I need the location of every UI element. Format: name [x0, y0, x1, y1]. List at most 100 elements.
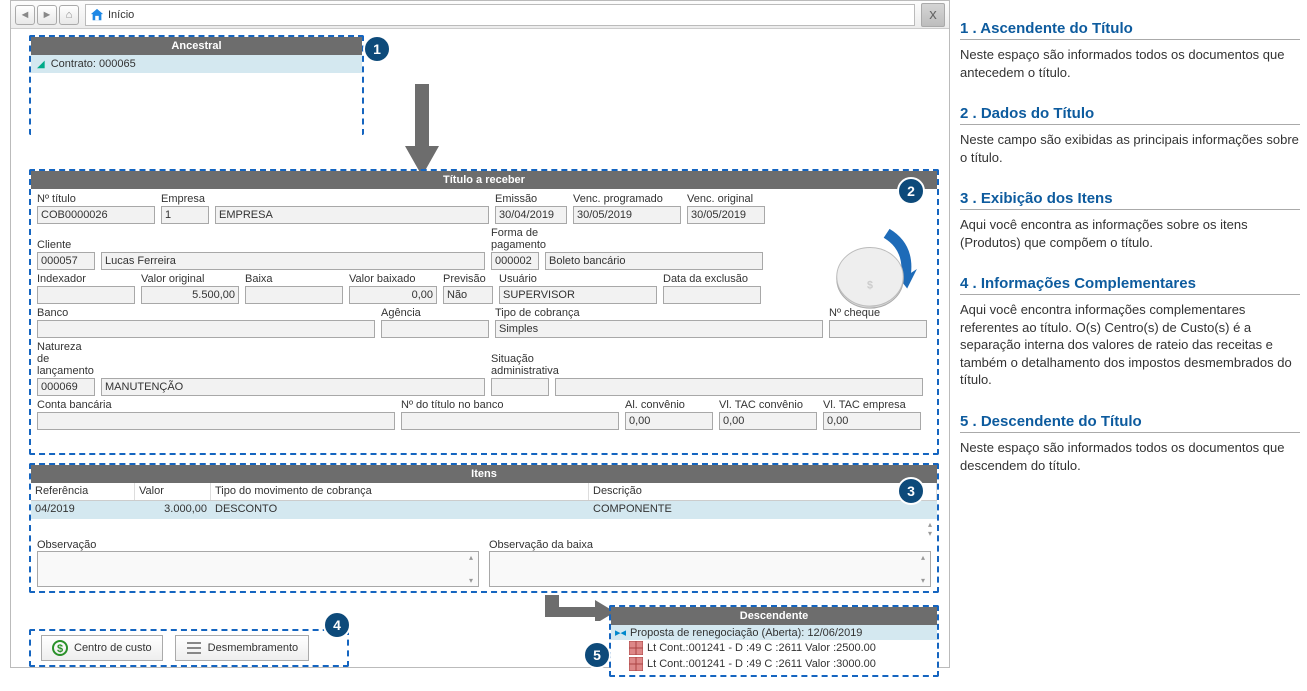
side-p5: Neste espaço são informados todos os doc… — [960, 439, 1300, 474]
valor-orig-input[interactable]: 5.500,00 — [141, 286, 239, 304]
grid-icon — [629, 657, 643, 671]
side-p3: Aqui você encontra as informações sobre … — [960, 216, 1300, 251]
lbl: Vl. TAC empresa — [823, 399, 921, 411]
home-button[interactable]: ⌂ — [59, 5, 79, 25]
marker-1: 1 — [363, 35, 391, 63]
lbl: Al. convênio — [625, 399, 713, 411]
lbl: Valor original — [141, 273, 239, 285]
desc-row-1[interactable]: ▸◂ Proposta de renegociação (Aberta): 12… — [611, 625, 937, 640]
agencia-input[interactable] — [381, 320, 489, 338]
centro-custo-label: Centro de custo — [74, 642, 152, 654]
svg-text:$: $ — [57, 643, 63, 655]
marker-3: 3 — [897, 477, 925, 505]
valor-baix-input[interactable]: 0,00 — [349, 286, 437, 304]
ancestral-item[interactable]: ◢ Contrato: 000065 — [31, 55, 362, 73]
n-cheque-input[interactable] — [829, 320, 927, 338]
forma-pag-cod-input[interactable]: 000002 — [491, 252, 539, 270]
lbl: Indexador — [37, 273, 135, 285]
data-excl-input[interactable] — [663, 286, 761, 304]
empresa-cod-input[interactable]: 1 — [161, 206, 209, 224]
venc-orig-input[interactable]: 30/05/2019 — [687, 206, 765, 224]
lbl: Agência — [381, 307, 489, 319]
coin-icon: $ — [821, 224, 919, 312]
sit-admin-cod-input[interactable] — [491, 378, 549, 396]
lbl: Valor baixado — [349, 273, 437, 285]
side-h4: 4 . Informações Complementares — [960, 275, 1300, 295]
marker-4: 4 — [323, 611, 351, 639]
side-p4: Aqui você encontra informações complemen… — [960, 301, 1300, 389]
lbl: Empresa — [161, 193, 209, 205]
lbl: Situação administrativa — [491, 353, 549, 377]
forma-pag-nome-input[interactable]: Boleto bancário — [545, 252, 763, 270]
itens-header: Itens — [31, 465, 937, 483]
lbl: Venc. programado — [573, 193, 681, 205]
forward-button[interactable]: ► — [37, 5, 57, 25]
baixa-input[interactable] — [245, 286, 343, 304]
lbl: Banco — [37, 307, 375, 319]
cliente-cod-input[interactable]: 000057 — [37, 252, 95, 270]
obs-baixa-textarea[interactable]: ▴▾ — [489, 551, 931, 587]
col-ref: Referência — [31, 483, 135, 500]
scroll-icon[interactable]: ▴▾ — [924, 520, 936, 534]
lbl: Cliente — [37, 239, 95, 251]
ancestral-header: Ancestral — [31, 37, 362, 55]
lbl — [545, 239, 763, 251]
marker-5: 5 — [583, 641, 611, 669]
close-button[interactable]: x — [921, 3, 945, 27]
descendente-panel: Descendente ▸◂ Proposta de renegociação … — [609, 605, 939, 677]
centro-custo-button[interactable]: $ Centro de custo — [41, 635, 163, 661]
side-h1: 1 . Ascendente do Título — [960, 20, 1300, 40]
empresa-nome-input[interactable]: EMPRESA — [215, 206, 489, 224]
tipo-cobr-input[interactable]: Simples — [495, 320, 823, 338]
titulo-header: Título a receber — [31, 171, 937, 189]
desmembramento-label: Desmembramento — [208, 642, 298, 654]
cell-ref: 04/2019 — [31, 501, 135, 519]
lbl: Data da exclusão — [663, 273, 761, 285]
address-bar[interactable]: Início — [85, 4, 915, 26]
n-tit-banco-input[interactable] — [401, 412, 619, 430]
descendente-body: ▸◂ Proposta de renegociação (Aberta): 12… — [611, 625, 937, 672]
ancestral-item-label: Contrato: 000065 — [51, 58, 136, 70]
side-panel: 1 . Ascendente do Título Neste espaço sã… — [960, 20, 1300, 498]
lbl: Usuário — [499, 273, 657, 285]
vl-tac-conv-input[interactable]: 0,00 — [719, 412, 817, 430]
itens-row[interactable]: 04/2019 3.000,00 DESCONTO COMPONENTE — [31, 501, 937, 519]
cell-valor: 3.000,00 — [135, 501, 211, 519]
indexador-input[interactable] — [37, 286, 135, 304]
n-titulo-input[interactable]: COB0000026 — [37, 206, 155, 224]
desc-row-3[interactable]: Lt Cont.:001241 - D :49 C :2611 Valor :3… — [611, 656, 937, 672]
lbl: Vl. TAC convênio — [719, 399, 817, 411]
obs-row: Observação▴▾ Observação da baixa▴▾ — [31, 535, 937, 591]
banco-input[interactable] — [37, 320, 375, 338]
desc-row-2[interactable]: Lt Cont.:001241 - D :49 C :2611 Valor :2… — [611, 640, 937, 656]
lbl: Nº título — [37, 193, 155, 205]
lbl: Forma de pagamento — [491, 227, 539, 251]
content-area: Ancestral ◢ Contrato: 000065 Título a re… — [11, 29, 949, 667]
itens-panel: Itens Referência Valor Tipo do movimento… — [29, 463, 939, 593]
emissao-input[interactable]: 30/04/2019 — [495, 206, 567, 224]
venc-prog-input[interactable]: 30/05/2019 — [573, 206, 681, 224]
desmembramento-button[interactable]: Desmembramento — [175, 635, 309, 661]
vl-tac-emp-input[interactable]: 0,00 — [823, 412, 921, 430]
obs-textarea[interactable]: ▴▾ — [37, 551, 479, 587]
lbl — [101, 239, 485, 251]
back-button[interactable]: ◄ — [15, 5, 35, 25]
ancestral-body: ◢ Contrato: 000065 — [31, 55, 362, 135]
lbl: Natureza de lançamento — [37, 341, 95, 377]
col-desc: Descrição — [589, 483, 937, 500]
cliente-nome-input[interactable]: Lucas Ferreira — [101, 252, 485, 270]
obs-lbl: Observação — [37, 539, 96, 551]
usuario-input[interactable]: SUPERVISOR — [499, 286, 657, 304]
arrow-right-icon — [545, 595, 615, 621]
natureza-cod-input[interactable]: 000069 — [37, 378, 95, 396]
previsao-input[interactable]: Não — [443, 286, 493, 304]
itens-columns: Referência Valor Tipo do movimento de co… — [31, 483, 937, 501]
conta-input[interactable] — [37, 412, 395, 430]
al-conv-input[interactable]: 0,00 — [625, 412, 713, 430]
sit-admin-nome-input[interactable] — [555, 378, 923, 396]
natureza-nome-input[interactable]: MANUTENÇÃO — [101, 378, 485, 396]
col-tipo: Tipo do movimento de cobrança — [211, 483, 589, 500]
lbl: Conta bancária — [37, 399, 395, 411]
toolbar: ◄ ► ⌂ Início x — [11, 1, 949, 29]
side-h5: 5 . Descendente do Título — [960, 413, 1300, 433]
